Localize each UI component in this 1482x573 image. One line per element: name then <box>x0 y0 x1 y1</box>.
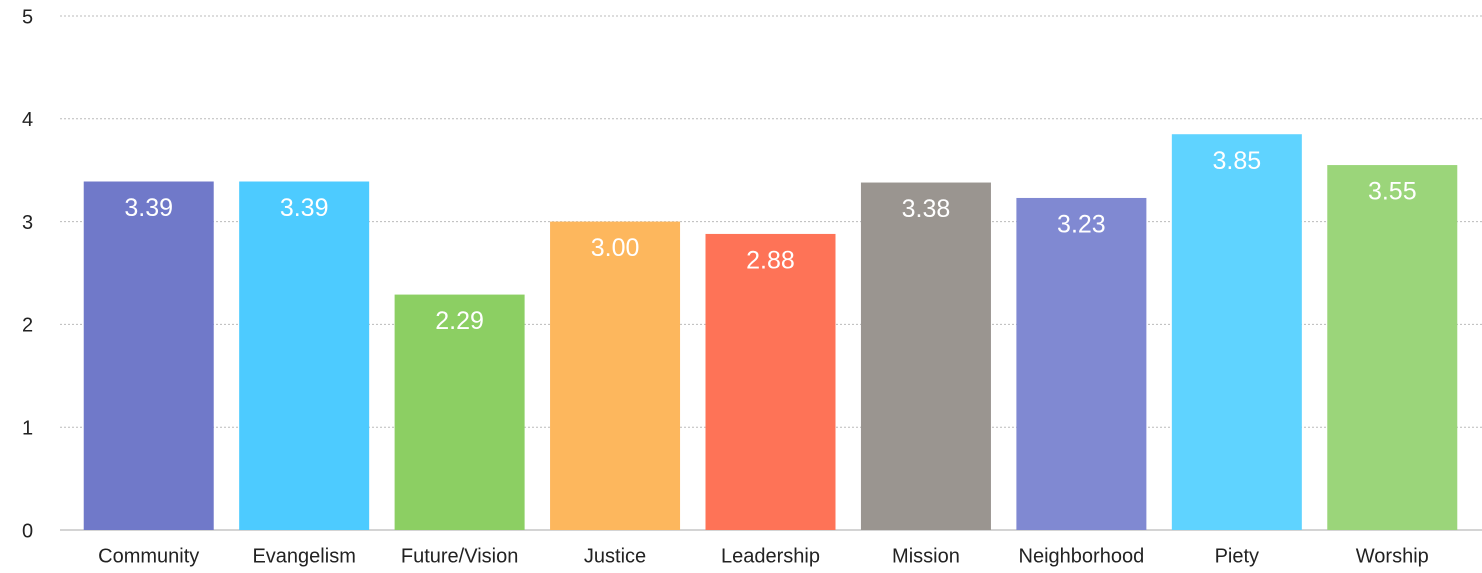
y-tick-label: 4 <box>22 109 33 131</box>
x-tick-label: Worship <box>1356 545 1429 567</box>
x-tick-label: Mission <box>892 545 960 567</box>
bar <box>550 221 681 530</box>
bar <box>239 181 370 530</box>
value-label: 3.55 <box>1368 178 1417 206</box>
value-label: 3.39 <box>124 194 173 222</box>
x-tick-label: Leadership <box>721 545 820 567</box>
bar <box>83 181 214 530</box>
bar <box>860 182 991 530</box>
value-label: 3.00 <box>591 234 640 262</box>
value-label: 2.88 <box>746 247 795 275</box>
bar <box>394 294 525 530</box>
bar <box>1016 197 1147 530</box>
bar <box>1171 134 1302 530</box>
y-tick-label: 1 <box>22 417 33 439</box>
x-tick-label: Neighborhood <box>1019 545 1145 567</box>
value-label: 3.38 <box>902 195 951 223</box>
value-label: 3.85 <box>1212 147 1261 175</box>
y-tick-label: 5 <box>22 6 33 28</box>
x-tick-label: Piety <box>1215 545 1259 567</box>
bar <box>1327 165 1458 530</box>
bar <box>705 233 836 530</box>
x-tick-label: Justice <box>584 545 646 567</box>
value-label: 3.23 <box>1057 211 1106 239</box>
x-tick-label: Future/Vision <box>401 545 518 567</box>
y-tick-label: 3 <box>22 212 33 234</box>
x-tick-label: Evangelism <box>252 545 355 567</box>
y-tick-label: 2 <box>22 315 33 337</box>
y-tick-label: 0 <box>22 520 33 542</box>
x-tick-label: Community <box>98 545 199 567</box>
value-label: 3.39 <box>280 194 329 222</box>
value-label: 2.29 <box>435 307 484 335</box>
